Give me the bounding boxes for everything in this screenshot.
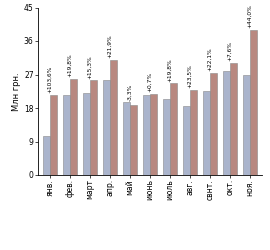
Text: +21,9%: +21,9% — [107, 34, 112, 58]
Bar — [143, 95, 150, 175]
Bar — [103, 80, 110, 175]
Text: +15,3%: +15,3% — [87, 55, 92, 78]
Bar — [70, 79, 77, 175]
Text: +19,8%: +19,8% — [67, 53, 72, 77]
Text: +7,6%: +7,6% — [227, 41, 232, 61]
Text: +23,5%: +23,5% — [187, 64, 192, 88]
Bar — [63, 95, 70, 175]
Bar — [210, 73, 217, 175]
Bar — [163, 99, 170, 175]
Bar — [123, 102, 130, 175]
Bar — [170, 84, 177, 175]
Bar — [250, 30, 257, 175]
Text: +19,8%: +19,8% — [167, 58, 172, 82]
Text: +22,1%: +22,1% — [207, 47, 212, 71]
Bar — [50, 95, 57, 175]
Bar — [223, 71, 230, 175]
Bar — [230, 62, 237, 175]
Bar — [90, 80, 97, 175]
Bar — [190, 90, 197, 175]
Text: -3,3%: -3,3% — [127, 83, 132, 100]
Text: +44,0%: +44,0% — [247, 4, 252, 28]
Text: +0,7%: +0,7% — [147, 72, 152, 92]
Text: +103,6%: +103,6% — [47, 66, 52, 93]
Bar — [203, 91, 210, 175]
Bar — [110, 60, 117, 175]
Bar — [43, 136, 50, 175]
Bar — [130, 105, 137, 175]
Y-axis label: Млн грн.: Млн грн. — [12, 72, 21, 110]
Bar — [83, 93, 90, 175]
Bar — [243, 74, 250, 175]
Bar — [150, 94, 157, 175]
Bar — [183, 106, 190, 175]
